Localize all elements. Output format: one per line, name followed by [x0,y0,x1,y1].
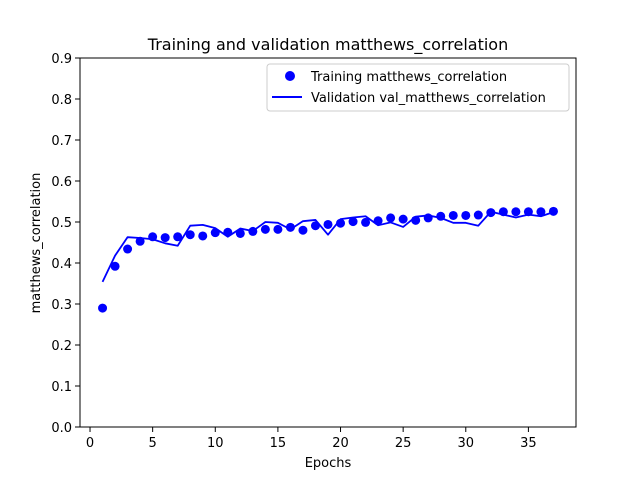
training-point [210,228,220,238]
y-tick-label: 0.5 [51,216,72,231]
y-tick-label: 0.6 [51,175,72,190]
legend: Training matthews_correlation Validation… [266,63,570,112]
legend-box [266,63,570,112]
legend-label-validation: Validation val_matthews_correlation [311,91,546,106]
y-tick-label: 0.2 [51,339,72,354]
x-tick-label: 20 [332,436,349,451]
y-tick-label: 0.3 [51,298,72,313]
training-point [548,206,558,216]
training-point [148,232,158,242]
training-point [473,210,483,220]
x-tick-label: 30 [458,436,475,451]
y-axis-label: matthews_correlation [29,173,44,314]
training-point [461,210,471,220]
legend-marker-training [285,71,295,81]
x-tick-label: 25 [395,436,412,451]
training-point [198,231,208,241]
training-point [298,225,308,235]
training-point [98,303,108,313]
y-axis: 0.0 0.1 0.2 0.3 0.4 0.5 0.6 0.7 0.8 0.9 [51,52,80,436]
training-point [260,224,270,234]
training-point [248,226,258,236]
training-point [336,218,346,228]
legend-label-training: Training matthews_correlation [310,70,507,85]
y-tick-label: 0.1 [51,380,72,395]
training-point [185,230,195,240]
training-point [123,244,133,254]
training-point [323,219,333,229]
training-point [361,217,371,227]
chart-title: Training and validation matthews_correla… [147,35,508,55]
training-point [498,207,508,217]
y-tick-label: 0.0 [51,421,72,436]
training-point [536,207,546,217]
training-point [411,215,421,225]
training-point [523,207,533,217]
y-tick-label: 0.4 [51,257,72,272]
training-point [398,214,408,224]
training-point [285,222,295,232]
plot-frame [79,57,577,428]
x-tick-label: 10 [207,436,224,451]
x-tick-label: 0 [86,436,94,451]
y-tick-label: 0.8 [51,93,72,108]
training-point [160,233,170,243]
plot-marks [98,206,558,313]
validation-line [101,210,554,283]
training-point [310,221,320,231]
training-point [486,208,496,218]
x-axis-label: Epochs [305,456,352,471]
training-point [135,236,145,246]
y-tick-label: 0.7 [51,134,72,149]
training-point [173,232,183,242]
training-point [511,207,521,217]
training-point [386,213,396,223]
training-point [273,224,283,234]
x-tick-label: 35 [520,436,537,451]
training-point [223,227,233,237]
y-tick-label: 0.9 [51,52,72,67]
training-point [448,210,458,220]
x-tick-label: 15 [270,436,287,451]
x-axis: 0 5 10 15 20 25 30 35 [86,427,537,451]
training-point [373,216,383,226]
training-point [436,211,446,221]
training-point [235,228,245,238]
training-point [348,217,358,227]
training-point [423,213,433,223]
x-tick-label: 5 [149,436,157,451]
training-point [110,261,120,271]
